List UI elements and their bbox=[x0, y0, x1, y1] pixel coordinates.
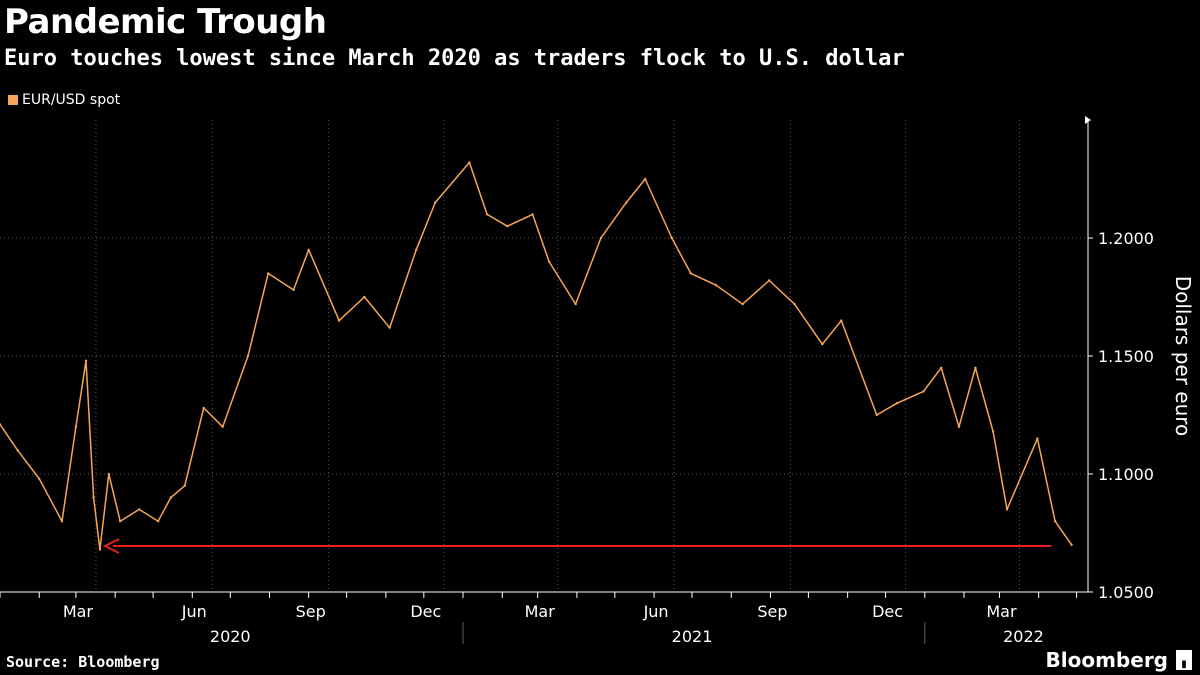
data-point bbox=[1070, 543, 1073, 546]
data-point bbox=[625, 201, 628, 204]
data-point bbox=[38, 477, 41, 480]
x-tick-label: Jun bbox=[643, 602, 669, 621]
legend: EUR/USD spot bbox=[8, 92, 120, 108]
y-axis-arrow bbox=[1085, 116, 1091, 124]
data-point bbox=[991, 430, 995, 433]
data-point bbox=[974, 366, 977, 369]
data-point bbox=[16, 449, 19, 452]
data-point bbox=[957, 425, 961, 428]
data-point bbox=[107, 472, 111, 476]
y-tick-label: 1.1500 bbox=[1098, 347, 1154, 366]
data-point bbox=[137, 508, 141, 511]
data-point bbox=[84, 359, 88, 362]
x-tick-label: Dec bbox=[410, 602, 441, 621]
x-year-label: 2021 bbox=[672, 627, 713, 646]
data-point bbox=[337, 319, 341, 322]
x-tick-label: Jun bbox=[181, 602, 207, 621]
x-tick-label: Sep bbox=[296, 602, 326, 621]
data-point bbox=[840, 319, 843, 322]
data-point bbox=[74, 425, 78, 428]
y-axis-title: Dollars per euro bbox=[1171, 276, 1195, 437]
data-point bbox=[363, 295, 366, 299]
brand-name: Bloomberg bbox=[1045, 648, 1168, 672]
y-tick-label: 1.1000 bbox=[1098, 465, 1154, 484]
data-point bbox=[118, 520, 122, 523]
bloomberg-box-icon: ▮ bbox=[1176, 650, 1192, 670]
y-tick-label: 1.2000 bbox=[1098, 229, 1154, 248]
data-point bbox=[547, 260, 551, 263]
x-tick-label: Mar bbox=[525, 602, 556, 621]
data-point bbox=[875, 413, 878, 417]
data-point bbox=[246, 354, 250, 358]
legend-label: EUR/USD spot bbox=[22, 92, 121, 108]
legend-swatch bbox=[8, 95, 18, 105]
data-point bbox=[670, 236, 673, 240]
source-note: Source: Bloomberg bbox=[6, 653, 160, 671]
data-point bbox=[60, 520, 64, 523]
data-point bbox=[485, 213, 489, 216]
data-point bbox=[599, 236, 603, 240]
data-point bbox=[895, 402, 899, 405]
data-point bbox=[415, 248, 418, 251]
data-point bbox=[434, 201, 437, 204]
data-point bbox=[183, 484, 186, 487]
data-point bbox=[1036, 437, 1039, 440]
x-tick-label: Dec bbox=[872, 602, 903, 621]
data-point bbox=[468, 161, 471, 164]
chart-subtitle: Euro touches lowest since March 2020 as … bbox=[4, 46, 905, 71]
data-point bbox=[922, 390, 925, 393]
data-point bbox=[0, 423, 2, 426]
x-tick-label: Mar bbox=[63, 602, 94, 621]
data-point bbox=[821, 343, 824, 346]
data-point bbox=[98, 548, 102, 551]
data-point bbox=[767, 279, 771, 282]
data-point bbox=[292, 288, 295, 292]
data-point bbox=[221, 425, 224, 428]
data-point bbox=[1005, 508, 1009, 511]
x-year-label: 2020 bbox=[210, 627, 251, 646]
data-point bbox=[689, 272, 692, 275]
data-point bbox=[644, 177, 647, 181]
data-point bbox=[388, 326, 391, 329]
chart-title: Pandemic Trough bbox=[4, 2, 327, 42]
data-point bbox=[531, 213, 534, 216]
data-point bbox=[156, 520, 160, 523]
data-point bbox=[714, 284, 718, 287]
data-point bbox=[940, 366, 943, 369]
data-point bbox=[1053, 520, 1057, 523]
data-point bbox=[169, 496, 172, 499]
data-point bbox=[202, 406, 205, 410]
data-point bbox=[574, 302, 577, 306]
x-tick-label: Mar bbox=[986, 602, 1017, 621]
data-point bbox=[793, 302, 796, 306]
annotation-arrow-head bbox=[102, 538, 120, 554]
data-point bbox=[741, 302, 744, 306]
x-year-label: 2022 bbox=[1003, 627, 1044, 646]
data-point bbox=[307, 248, 310, 251]
brand-logo: Bloomberg ▮ bbox=[1046, 648, 1192, 672]
data-point bbox=[506, 225, 509, 228]
data-point bbox=[92, 496, 95, 499]
data-point bbox=[267, 272, 270, 275]
y-tick-label: 1.0500 bbox=[1098, 583, 1154, 602]
x-tick-label: Sep bbox=[757, 602, 787, 621]
